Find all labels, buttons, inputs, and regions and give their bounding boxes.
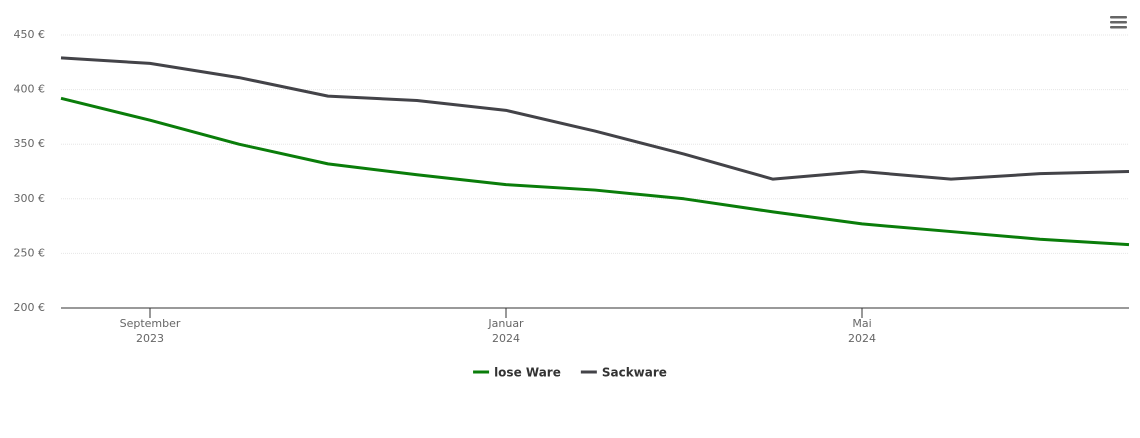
x-tick-label: September	[120, 317, 181, 330]
x-tick-label: Mai	[852, 317, 871, 330]
legend-item[interactable]: Sackware	[580, 366, 667, 380]
legend-label: lose Ware	[494, 366, 561, 380]
y-tick-label: 250 €	[14, 246, 46, 259]
x-tick-year: 2023	[136, 332, 164, 345]
x-tick-year: 2024	[492, 332, 520, 345]
x-tick-year: 2024	[848, 332, 876, 345]
legend-label: Sackware	[602, 366, 667, 380]
x-tick-label: Januar	[487, 317, 524, 330]
series-line	[60, 96, 1130, 247]
series-line	[60, 56, 1130, 181]
menu-bar	[1110, 26, 1127, 29]
menu-button[interactable]	[1108, 14, 1130, 32]
legend-item[interactable]: lose Ware	[473, 366, 561, 380]
legend: lose Ware Sackware	[473, 366, 667, 380]
y-tick-label: 350 €	[14, 137, 46, 150]
y-tick-label: 200 €	[14, 301, 46, 314]
y-tick-label: 300 €	[14, 192, 46, 205]
y-tick-label: 400 €	[14, 83, 46, 96]
menu-bar	[1110, 16, 1127, 19]
y-tick-label: 450 €	[14, 28, 46, 41]
menu-bar	[1110, 21, 1127, 24]
